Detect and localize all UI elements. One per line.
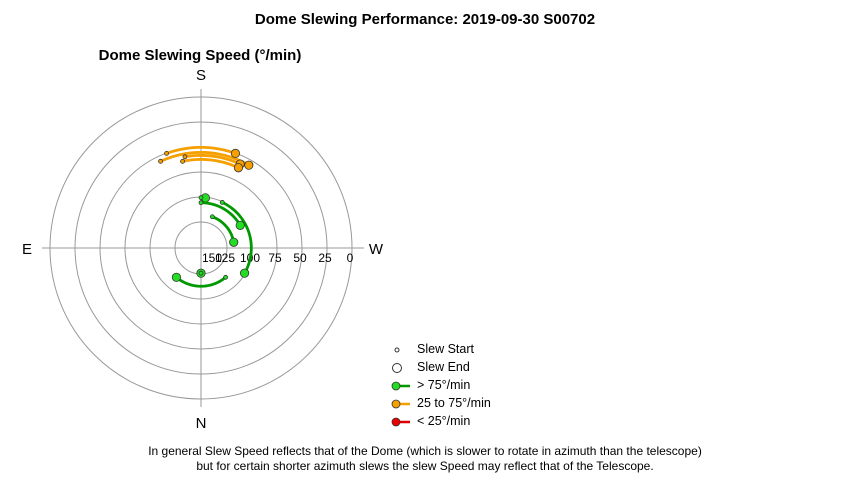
slew-start-point	[219, 199, 225, 205]
slew-arc	[221, 201, 253, 274]
direction-label-right: W	[369, 241, 384, 258]
slew-start-point	[182, 154, 188, 160]
legend-label: < 25°/min	[417, 414, 470, 428]
legend: Slew Start Slew End > 75°/min 25 to 75°/…	[391, 342, 491, 428]
legend-label: Slew End	[417, 360, 470, 374]
direction-label-bottom: N	[196, 415, 207, 432]
slew-end-point	[230, 148, 241, 159]
direction-label-left: E	[22, 241, 32, 258]
legend-item-slew-start: Slew Start	[394, 342, 474, 356]
radial-tick-label: 50	[293, 251, 307, 265]
slew-start-point	[158, 158, 163, 164]
radial-tick-label: 150	[202, 251, 222, 265]
radial-tick-label: 125	[215, 251, 235, 265]
slew-end-point	[171, 272, 182, 282]
legend-label: 25 to 75°/min	[417, 396, 491, 410]
slew-end-point	[244, 160, 254, 170]
slew-end-point	[235, 220, 245, 230]
slew-start-point	[223, 274, 228, 280]
legend-label: Slew Start	[417, 342, 474, 356]
chart-subtitle: Dome Slewing Speed (°/min)	[99, 47, 302, 64]
slew-arc	[184, 154, 241, 166]
slew-arc	[200, 201, 242, 227]
legend-item-mid: 25 to 75°/min	[391, 396, 491, 410]
slew-start-marker	[394, 347, 400, 353]
slew-arc	[160, 150, 250, 167]
slew-series	[158, 145, 254, 288]
slew-start-point	[198, 195, 204, 201]
radial-tick-label: 0	[347, 251, 354, 265]
polar-grid	[42, 89, 364, 407]
slew-end-point	[233, 163, 244, 173]
slew-arc	[211, 215, 236, 243]
direction-label-top: S	[196, 67, 206, 84]
fast-swatch-marker	[391, 381, 401, 391]
chart-title: Dome Slewing Performance: 2019-09-30 S00…	[255, 11, 595, 28]
slew-start-point	[209, 214, 215, 220]
slew-arc	[166, 145, 236, 155]
mid-swatch-marker	[391, 399, 401, 409]
legend-item-fast: > 75°/min	[391, 378, 470, 392]
legend-label: > 75°/min	[417, 378, 470, 392]
radial-tick-label: 25	[318, 251, 332, 265]
slew-start-point	[198, 270, 204, 276]
slow-swatch-marker	[391, 417, 401, 427]
legend-item-slew-end: Slew End	[392, 360, 470, 374]
slew-start-point	[164, 151, 169, 156]
radial-tick-label: 75	[268, 251, 282, 265]
slew-end-point	[229, 237, 239, 247]
slew-arc	[182, 158, 239, 169]
slew-end-point	[239, 268, 250, 278]
footnote-line-1: In general Slew Speed reflects that of t…	[148, 444, 702, 458]
legend-item-slow: < 25°/min	[391, 414, 470, 428]
slew-end-marker	[392, 363, 402, 373]
footnote-line-2: but for certain shorter azimuth slews th…	[196, 459, 653, 473]
slew-arc	[175, 276, 227, 288]
slew-start-point	[198, 200, 204, 206]
slew-start-point	[180, 158, 185, 164]
